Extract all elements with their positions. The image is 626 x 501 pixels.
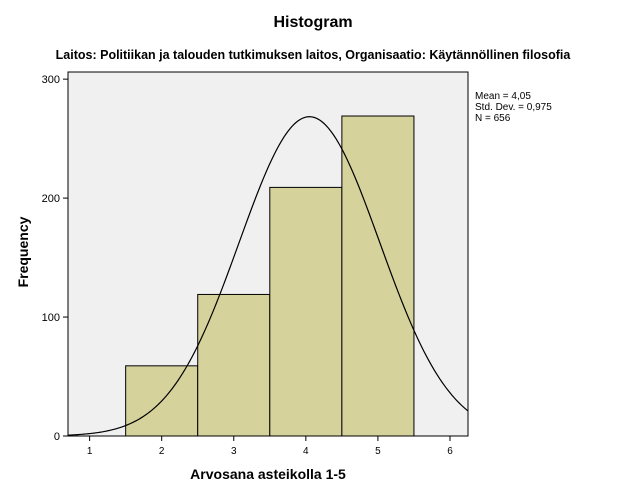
x-tick-label-5: 5	[375, 446, 381, 457]
y-tick-label-0: 0	[54, 431, 60, 443]
x-axis-label: Arvosana asteikolla 1-5	[190, 466, 346, 482]
x-tick-label-2: 2	[159, 446, 165, 457]
chart-subtitle: Laitos: Politiikan ja talouden tutkimuks…	[55, 48, 571, 62]
histogram-bar-5	[341, 115, 415, 437]
x-tick-label-1: 1	[87, 446, 93, 457]
stats-box: Mean = 4,05 Std. Dev. = 0,975 N = 656	[475, 91, 552, 124]
y-tick-label-300: 300	[42, 74, 60, 86]
y-tick-label-100: 100	[42, 312, 60, 324]
chart-title: Histogram	[273, 14, 353, 31]
y-axis-label: Frequency	[15, 216, 31, 288]
stats-n: N = 656	[475, 113, 511, 124]
stats-mean: Mean = 4,05	[475, 91, 531, 102]
histogram-bar-4	[269, 186, 343, 437]
x-tick-label-3: 3	[231, 446, 237, 457]
y-tick-label-200: 200	[42, 193, 60, 205]
normal-curve	[67, 116, 469, 436]
x-tick-label-6: 6	[447, 446, 453, 457]
x-tick-label-4: 4	[303, 446, 309, 457]
histogram-bar-3	[197, 293, 271, 437]
stats-std-dev: Std. Dev. = 0,975	[475, 102, 552, 113]
